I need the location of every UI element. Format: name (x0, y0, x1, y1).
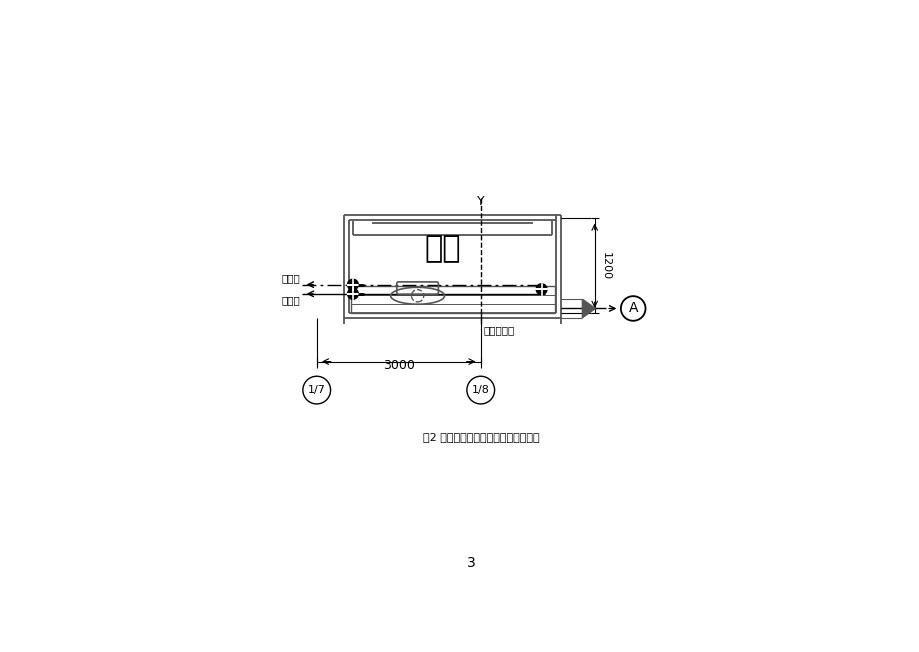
Text: A: A (628, 301, 637, 316)
Text: 1200: 1200 (600, 252, 610, 280)
Polygon shape (582, 299, 595, 318)
Text: 供水管: 供水管 (280, 295, 300, 305)
Text: 3000: 3000 (382, 359, 414, 372)
Text: 1/7: 1/7 (308, 385, 325, 395)
Circle shape (536, 284, 547, 295)
Text: 厨房排水管: 厨房排水管 (482, 325, 514, 335)
Circle shape (347, 279, 357, 290)
Text: 1/8: 1/8 (471, 385, 489, 395)
Text: Y: Y (476, 196, 484, 208)
Text: 3: 3 (467, 556, 475, 570)
Circle shape (347, 288, 357, 299)
Text: 厨房: 厨房 (424, 234, 460, 263)
Text: 热水管: 热水管 (280, 273, 300, 283)
Text: 图2 厨房给水、热水、排水工程平面图: 图2 厨房给水、热水、排水工程平面图 (423, 432, 539, 443)
